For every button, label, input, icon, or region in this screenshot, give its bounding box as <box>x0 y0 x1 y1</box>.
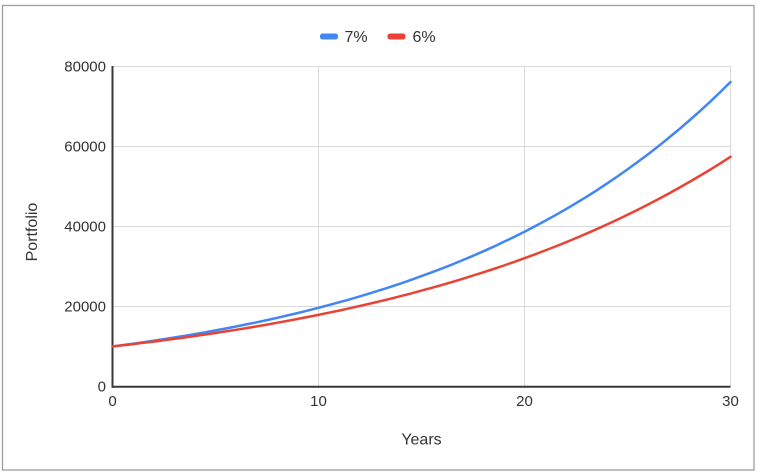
svg-text:Years: Years <box>401 432 441 449</box>
svg-text:10: 10 <box>310 393 327 410</box>
svg-text:0: 0 <box>98 379 106 396</box>
svg-text:Portfolio: Portfolio <box>24 203 41 262</box>
svg-text:30: 30 <box>722 393 739 410</box>
svg-text:6%: 6% <box>413 29 436 46</box>
svg-text:40000: 40000 <box>64 219 106 236</box>
svg-text:20: 20 <box>516 393 533 410</box>
svg-text:80000: 80000 <box>64 59 106 76</box>
svg-text:0: 0 <box>108 393 116 410</box>
svg-text:60000: 60000 <box>64 139 106 156</box>
svg-text:20000: 20000 <box>64 299 106 316</box>
svg-text:7%: 7% <box>345 29 368 46</box>
